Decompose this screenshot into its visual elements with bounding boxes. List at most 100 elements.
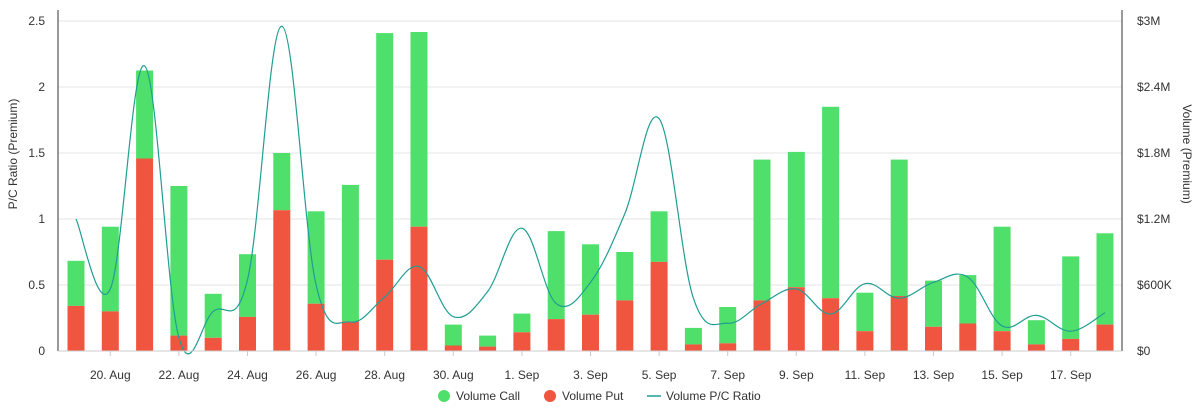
bar-volume-call[interactable] (204, 293, 222, 338)
bar-volume-put[interactable] (341, 321, 359, 351)
bar-volume-call[interactable] (787, 151, 805, 288)
bar-volume-call[interactable] (616, 252, 634, 301)
bar-volume-put[interactable] (513, 332, 531, 351)
bar-volume-call[interactable] (307, 211, 325, 304)
bar-volume-call[interactable] (582, 244, 599, 315)
bar-volume-put[interactable] (1027, 344, 1045, 351)
bar-volume-call[interactable] (719, 307, 737, 344)
x-tick-label: 20. Aug (90, 368, 131, 382)
bar-volume-call[interactable] (1096, 233, 1114, 325)
bar-volume-put[interactable] (136, 158, 154, 352)
bar-volume-put[interactable] (582, 314, 599, 351)
bar-volume-call[interactable] (341, 184, 359, 322)
left-tick-label: 1 (38, 212, 45, 226)
x-tick-label: 9. Sep (779, 368, 814, 382)
x-tick-label: 22. Aug (159, 368, 200, 382)
right-tick-label: $1.2M (1137, 212, 1170, 226)
bar-volume-call[interactable] (67, 260, 85, 306)
legend-marker-volume-call (438, 390, 450, 402)
x-tick-label: 1. Sep (505, 368, 540, 382)
bar-volume-put[interactable] (170, 335, 188, 351)
bar-volume-call[interactable] (444, 324, 462, 346)
legend-item-volume-call[interactable]: Volume Call (438, 389, 520, 403)
bar-volume-call[interactable] (170, 186, 188, 336)
bar-volume-put[interactable] (1062, 338, 1080, 351)
volume-bars (67, 32, 1114, 352)
bar-volume-put[interactable] (890, 296, 908, 351)
x-tick-label: 7. Sep (710, 368, 745, 382)
bar-volume-call[interactable] (273, 153, 291, 211)
bar-volume-put[interactable] (753, 300, 771, 351)
bar-volume-put[interactable] (239, 316, 256, 351)
bar-volume-put[interactable] (925, 326, 942, 351)
bar-volume-put[interactable] (959, 323, 977, 352)
legend-item-volume-pc-ratio[interactable]: Volume P/C Ratio (647, 389, 761, 403)
right-tick-label: $3M (1137, 14, 1160, 28)
right-tick-label: $2.4M (1137, 80, 1170, 94)
bar-volume-put[interactable] (1096, 324, 1114, 351)
bar-volume-call[interactable] (1027, 320, 1045, 345)
bar-volume-put[interactable] (787, 287, 805, 351)
bar-volume-call[interactable] (1062, 256, 1080, 339)
bar-volume-call[interactable] (479, 335, 497, 347)
bar-volume-call[interactable] (513, 313, 531, 333)
left-tick-label: 0.5 (28, 278, 45, 292)
bar-volume-put[interactable] (856, 331, 874, 351)
legend: Volume Call Volume Put Volume P/C Ratio (438, 389, 761, 403)
bar-volume-put[interactable] (650, 261, 668, 351)
bar-volume-put[interactable] (444, 345, 462, 352)
left-tick-label: 2 (38, 80, 45, 94)
bar-volume-put[interactable] (376, 259, 394, 351)
bar-volume-put[interactable] (67, 305, 85, 351)
bar-volume-put[interactable] (410, 226, 428, 351)
x-tick-label: 26. Aug (296, 368, 337, 382)
bar-volume-put[interactable] (273, 210, 291, 351)
x-tick-label: 13. Sep (913, 368, 955, 382)
x-tick-label: 28. Aug (364, 368, 405, 382)
x-axis-ticks: 20. Aug 22. Aug 24. Aug 26. Aug 28. Aug 30. A… (90, 351, 1092, 382)
right-tick-label: $0 (1137, 344, 1151, 358)
bar-volume-call[interactable] (753, 159, 771, 301)
x-tick-label: 3. Sep (573, 368, 608, 382)
bar-volume-put[interactable] (204, 337, 222, 351)
bar-volume-put[interactable] (307, 303, 325, 351)
x-tick-label: 5. Sep (642, 368, 677, 382)
legend-item-volume-put[interactable]: Volume Put (544, 389, 624, 403)
bar-volume-put[interactable] (547, 319, 565, 351)
bar-volume-call[interactable] (136, 70, 154, 159)
bar-volume-call[interactable] (822, 106, 840, 299)
legend-label-volume-call: Volume Call (456, 389, 520, 403)
x-tick-label: 24. Aug (227, 368, 268, 382)
bar-volume-call[interactable] (239, 254, 256, 317)
legend-label-volume-put: Volume Put (562, 389, 624, 403)
bar-volume-call[interactable] (959, 275, 977, 324)
right-axis-ticks: $0 $600K $1.2M $1.8M $2.4M $3M (1137, 14, 1172, 358)
x-tick-label: 17. Sep (1050, 368, 1092, 382)
bar-volume-put[interactable] (719, 343, 737, 351)
bar-volume-call[interactable] (925, 280, 942, 327)
bar-volume-call[interactable] (856, 292, 874, 332)
left-tick-label: 0 (38, 344, 45, 358)
bar-volume-call[interactable] (376, 33, 394, 260)
bar-volume-call[interactable] (993, 226, 1011, 332)
bar-volume-put[interactable] (993, 331, 1011, 351)
bar-volume-call[interactable] (650, 211, 668, 262)
bar-volume-put[interactable] (616, 300, 634, 351)
right-tick-label: $600K (1137, 278, 1172, 292)
grid-lines (58, 20, 1122, 286)
bar-volume-call[interactable] (890, 159, 908, 296)
bar-volume-call[interactable] (101, 226, 119, 312)
bar-volume-put[interactable] (101, 311, 119, 351)
legend-marker-volume-put (544, 390, 556, 402)
bar-volume-call[interactable] (410, 32, 428, 227)
left-tick-label: 2.5 (28, 14, 45, 28)
left-tick-label: 1.5 (28, 146, 45, 160)
bar-volume-put[interactable] (684, 344, 702, 351)
left-axis-title: P/C Ratio (Premium) (6, 99, 20, 210)
bar-volume-call[interactable] (684, 327, 702, 345)
x-tick-label: 15. Sep (981, 368, 1023, 382)
x-tick-label: 11. Sep (845, 368, 886, 382)
bar-volume-put[interactable] (479, 346, 497, 351)
bar-volume-put[interactable] (822, 298, 840, 351)
